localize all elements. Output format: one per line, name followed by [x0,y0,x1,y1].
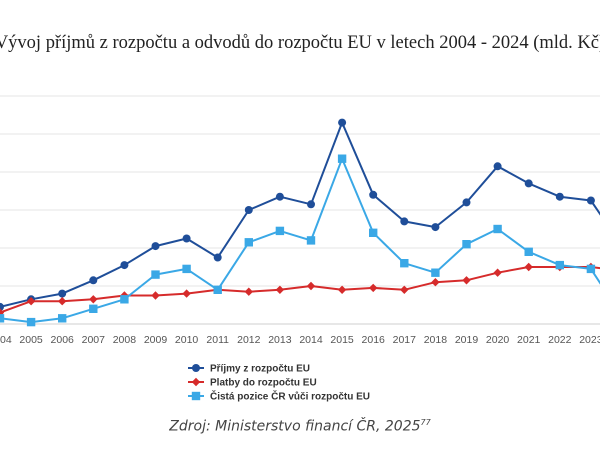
series-line [0,157,600,324]
x-tick-label: 2010 [175,334,199,346]
data-point [431,278,440,287]
x-axis: 2004 2005 2006 2007 2008 2009 2010 2011 2012 2013… [0,334,600,346]
data-point [151,270,160,279]
data-point [275,226,285,236]
source-note: Zdroj: Ministerstvo financí ČR, 202577 [0,418,600,435]
data-point [213,253,222,262]
chart-title: Vývoj příjmů z rozpočtu a odvodů do rozp… [0,33,600,53]
data-point [524,262,533,272]
legend-label: Platby do rozpočtu EU [210,378,317,389]
data-point [182,234,191,243]
x-tick-label: 2023 [579,334,600,346]
legend-item: Čistá pozice ČR vůči rozpočtu EU [188,390,370,403]
x-tick-label: 2018 [424,334,448,346]
x-tick-label: 2014 [299,334,323,346]
data-point [244,206,253,214]
data-point [337,285,347,294]
data-point [182,264,191,274]
data-point [462,198,471,207]
x-tick-label: 2008 [113,334,137,346]
data-point [244,238,253,247]
legend-label: Příjmy z rozpočtu EU [210,364,310,375]
x-tick-label: 2012 [237,334,261,346]
data-point [337,154,347,163]
data-point [89,304,98,313]
data-point [524,179,533,188]
data-point [307,200,315,209]
data-point [586,196,595,205]
data-point [369,228,378,237]
legend: Příjmy z rozpočtu EU Platby do rozpočtu E… [188,364,370,403]
x-tick-label: 2015 [330,334,354,346]
x-tick-label: 2016 [362,334,386,346]
data-point [120,261,129,270]
data-point [400,285,409,294]
x-tick-label: 2004 [0,334,12,346]
data-point [431,223,440,232]
x-tick-label: 2007 [82,334,106,346]
data-point [555,192,564,201]
data-point [400,259,409,268]
line-chart: 2004 2005 2006 2007 2008 2009 2010 2011 2012 2013… [0,95,600,403]
source-footnote: 77 [420,418,431,427]
legend-label: Čistá pozice ČR vůči rozpočtu EU [210,390,370,403]
data-point [0,314,5,323]
data-point [89,276,98,285]
series-lines [0,118,600,327]
series-3 [0,154,600,327]
x-tick-label: 2020 [486,334,510,346]
x-tick-label: 2009 [144,334,168,346]
x-tick-label: 2021 [517,334,541,346]
data-point [555,260,564,270]
gridlines [0,95,600,325]
data-point [524,247,533,256]
x-tick-label: 2022 [548,334,572,346]
legend-marker [191,377,201,387]
data-point [244,287,253,296]
data-point [369,190,378,199]
x-tick-label: 2017 [393,334,417,346]
data-point [213,285,222,294]
legend-marker [192,364,200,372]
data-point [120,295,129,304]
x-tick-label: 2019 [455,334,479,346]
data-point [462,276,471,285]
data-point [369,283,378,293]
data-point [586,264,596,274]
data-point [26,317,36,327]
data-point [89,295,98,304]
data-point [0,302,4,311]
data-point [306,281,316,291]
x-tick-label: 2005 [19,334,43,346]
data-point [493,268,502,277]
data-point [306,236,316,245]
legend-marker [191,391,201,401]
series-1 [0,118,600,311]
data-point [58,289,67,298]
data-point [182,289,191,298]
data-point [275,192,284,201]
legend-item: Příjmy z rozpočtu EU [188,364,310,375]
data-point [151,242,160,251]
data-point [58,314,67,323]
data-point [26,297,36,306]
data-point [151,291,160,300]
x-tick-label: 2011 [206,334,229,346]
data-point [462,240,471,249]
x-tick-label: 2013 [268,334,292,346]
source-text: Zdroj: Ministerstvo financí ČR, 2025 [169,418,421,435]
legend-item: Platby do rozpočtu EU [188,378,317,389]
data-point [493,162,502,171]
data-point [275,285,285,294]
data-point [493,224,502,234]
data-point [58,297,67,306]
x-tick-label: 2006 [51,334,75,346]
data-point [338,118,347,127]
data-point [431,268,440,277]
data-point [400,217,409,226]
